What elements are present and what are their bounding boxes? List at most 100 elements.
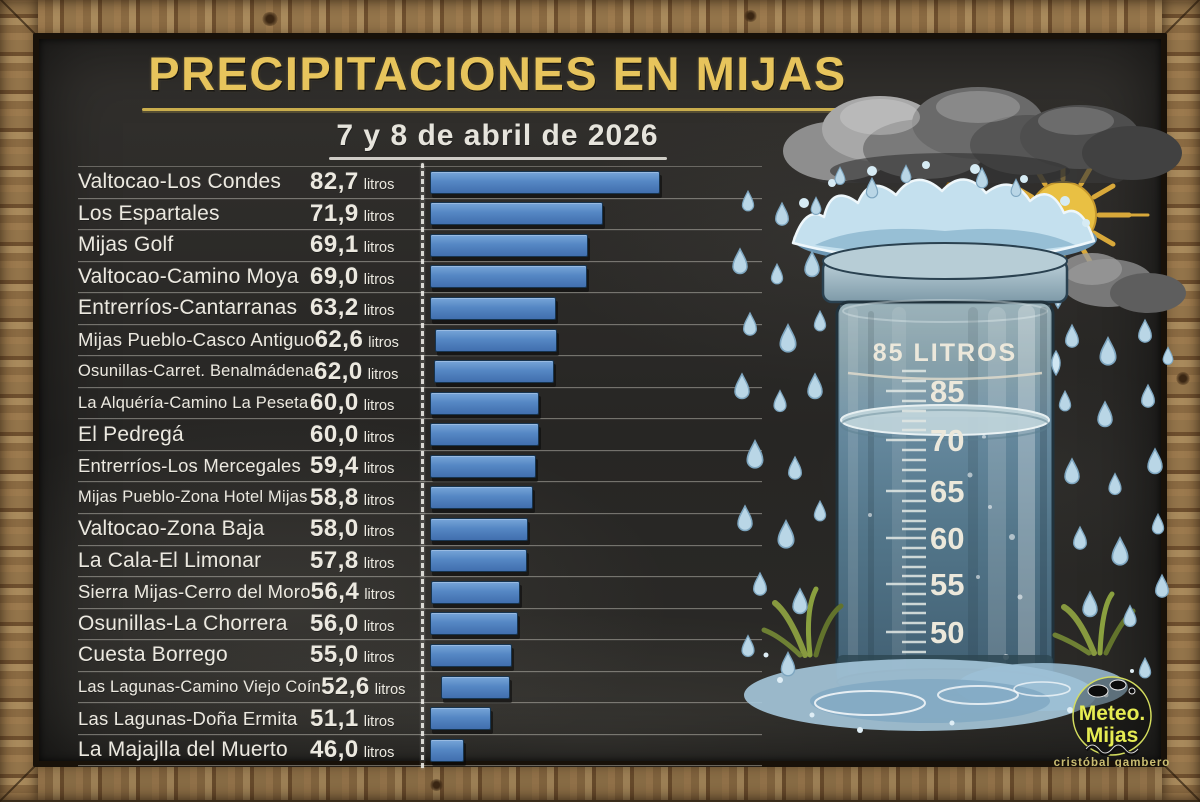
- value-unit: litros: [363, 492, 395, 509]
- bar: [430, 265, 588, 289]
- value-number: 51,1: [310, 704, 359, 732]
- bar-zone: [422, 482, 762, 513]
- location-label: Los Espartales: [78, 201, 220, 225]
- bar: [430, 454, 536, 478]
- value-number: 62,0: [314, 357, 363, 385]
- value-number: 60,0: [310, 420, 359, 448]
- location-label: Valtocao-Camino Moya: [78, 264, 299, 288]
- table-row: Mijas Golf 69,1 litros: [78, 230, 762, 262]
- bar-zone: [422, 451, 762, 482]
- value-unit: litros: [363, 240, 395, 257]
- location-label: Osunillas-La Chorrera: [78, 611, 288, 635]
- location-label: Valtocao-Los Condes: [78, 170, 282, 194]
- bar-zone: [422, 167, 762, 198]
- bar-zone: [433, 672, 762, 703]
- value-unit: litros: [363, 177, 395, 194]
- value-number: 60,0: [310, 389, 359, 417]
- bar-zone: [422, 609, 762, 640]
- value-unit: litros: [368, 335, 399, 351]
- bar: [430, 580, 521, 604]
- bar: [434, 328, 558, 352]
- value-label: 46,0 litros: [310, 736, 422, 764]
- bar: [430, 643, 513, 667]
- wood-knot: [262, 12, 278, 26]
- value-unit: litros: [363, 271, 395, 288]
- bar-zone: [422, 703, 762, 734]
- value-label: 52,6 litros: [321, 673, 433, 701]
- bar-zone: [422, 640, 762, 671]
- value-label: 62,0 litros: [314, 358, 426, 386]
- value-number: 62,6: [314, 326, 364, 353]
- table-row: Entrerríos-Cantarranas 63,2 litros: [78, 293, 762, 325]
- bar-zone: [422, 735, 762, 766]
- value-unit: litros: [363, 650, 395, 667]
- table-row: La Majajlla del Muerto 46,0 litros: [78, 735, 762, 767]
- subtitle-underline: [328, 157, 667, 160]
- table-row: Valtocao-Camino Moya 69,0 litros: [78, 262, 762, 294]
- table-row: Los Espartales 71,9 litros: [78, 199, 762, 231]
- value-unit: litros: [363, 429, 395, 446]
- location-label: Osunillas-Carret. Benalmádena: [78, 362, 314, 381]
- bar: [430, 707, 492, 731]
- bar: [430, 738, 465, 762]
- value-number: 56,4: [310, 578, 360, 606]
- value-unit: litros: [363, 398, 395, 415]
- value-unit: litros: [363, 713, 395, 730]
- location-label: Mijas Pueblo-Casco Antiguo: [78, 329, 315, 350]
- bar-chart: Valtocao-Los Condes 82,7 litros Los Esparta…: [78, 163, 762, 769]
- table-row: Osunillas-Carret. Benalmádena 62,0 litros: [78, 356, 762, 388]
- bar: [430, 296, 557, 320]
- table-row: Mijas Pueblo-Casco Antiguo 62,6 litros: [78, 325, 762, 357]
- value-number: 82,7: [310, 168, 359, 196]
- value-unit: litros: [363, 461, 395, 478]
- location-label: Valtocao-Zona Baja: [78, 517, 265, 541]
- table-row: Valtocao-Los Condes 82,7 litros: [78, 167, 762, 199]
- bar-zone: [423, 577, 762, 608]
- subtitle: 7 y 8 de abril de 2026: [336, 119, 659, 152]
- bar: [430, 612, 518, 636]
- value-label: 69,0 litros: [310, 263, 422, 291]
- location-label: Mijas Golf: [78, 233, 174, 257]
- bar: [430, 423, 539, 447]
- bar-zone: [422, 293, 762, 324]
- value-unit: litros: [363, 524, 395, 541]
- bar-zone: [426, 356, 762, 387]
- bar: [430, 170, 661, 194]
- table-row: Cuesta Borrego 55,0 litros: [78, 640, 762, 672]
- value-label: 62,6 litros: [315, 326, 427, 354]
- value-label: 60,0 litros: [310, 421, 422, 449]
- table-row: Entrerríos-Los Mercegales 59,4 litros: [78, 451, 762, 483]
- bar: [430, 202, 603, 226]
- value-label: 82,7 litros: [310, 168, 422, 196]
- value-label: 71,9 litros: [310, 200, 422, 228]
- value-label: 58,0 litros: [310, 515, 422, 543]
- bar-zone: [427, 325, 762, 356]
- value-number: 69,1: [310, 231, 359, 259]
- wood-knot: [430, 779, 443, 791]
- value-number: 69,0: [310, 262, 359, 290]
- bar-zone: [422, 514, 762, 545]
- value-number: 57,8: [310, 546, 359, 574]
- value-number: 58,8: [310, 483, 359, 511]
- bar: [430, 517, 529, 541]
- bar: [430, 233, 588, 257]
- frame-bottom: [0, 762, 1200, 800]
- table-row: Las Lagunas-Camino Viejo Coín 52,6 litros: [78, 672, 762, 704]
- location-label: Cuesta Borrego: [78, 643, 228, 667]
- value-label: 51,1 litros: [310, 705, 422, 733]
- bar-zone: [422, 230, 762, 261]
- wood-knot: [1176, 372, 1190, 385]
- value-number: 63,2: [310, 294, 359, 322]
- value-label: 58,8 litros: [310, 484, 422, 512]
- value-label: 60,0 litros: [310, 389, 422, 417]
- value-label: 59,4 litros: [310, 452, 422, 480]
- bar: [430, 391, 539, 415]
- value-number: 52,6: [321, 673, 370, 701]
- location-label: La Cala-El Limonar: [78, 548, 262, 572]
- table-row: Valtocao-Zona Baja 58,0 litros: [78, 514, 762, 546]
- bar-zone: [422, 262, 762, 293]
- table-row: Las Lagunas-Doña Ermita 51,1 litros: [78, 703, 762, 735]
- bar-zone: [422, 546, 762, 577]
- value-unit: litros: [364, 587, 395, 604]
